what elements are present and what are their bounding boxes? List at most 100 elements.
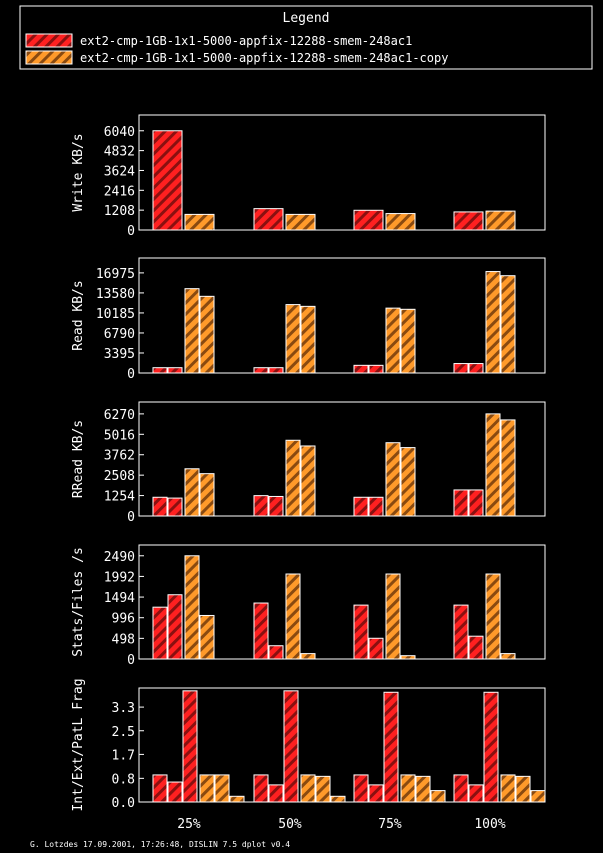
bar-series-2	[500, 653, 516, 660]
y-axis-label: Write KB/s	[71, 133, 86, 211]
bar-series-2	[400, 308, 416, 374]
y-tick-label: 0	[127, 224, 135, 239]
y-tick-label: 0	[127, 367, 135, 382]
bar-series-2	[199, 614, 215, 660]
legend-swatch-series-2	[25, 50, 73, 65]
bar-series-1	[268, 784, 284, 803]
bar-series-2	[385, 573, 401, 660]
plot-frame	[138, 114, 546, 231]
y-tick-label: 3762	[104, 449, 135, 464]
bar-series-2	[214, 774, 230, 803]
x-category-label: 25%	[177, 817, 201, 832]
y-tick-label: 3395	[104, 347, 135, 362]
y-tick-label: 6040	[104, 125, 135, 140]
bar-series-2	[199, 473, 215, 517]
bar-series-1	[167, 497, 183, 517]
bar-series-2	[300, 445, 316, 517]
bar-series-1	[283, 690, 299, 803]
legend-swatch-series-1	[25, 33, 73, 48]
panel-5: 0.0 0.8 1.7 2.5 3.3 Int/Ext/PatL Frag	[71, 678, 546, 812]
bar-series-2	[400, 655, 416, 660]
bar-series-1	[152, 774, 168, 803]
plot-frame	[138, 257, 546, 374]
bar-series-2	[300, 305, 316, 374]
y-axis-label: Int/Ext/PatL Frag	[71, 678, 86, 811]
y-tick-label: 3624	[104, 164, 135, 179]
bar-series-2	[300, 653, 316, 660]
bar-series-2	[500, 774, 516, 803]
bar-series-2	[229, 795, 245, 803]
bar-series-1	[368, 784, 384, 803]
bar-series-2	[184, 468, 200, 517]
panel-4: 0 498 996 1494 1992 2490 Stats/Files /s	[71, 544, 546, 668]
y-tick-label: 0	[127, 653, 135, 668]
bar-series-1	[167, 594, 183, 660]
bar-series-1	[453, 489, 469, 517]
panel-2: 0 3395 6790 10185 13580 16975 Read KB/s	[71, 257, 546, 382]
chart-panels: 0 1208 2416 3624 4832 6040 Write KB/s 0 3395 6790…	[71, 114, 546, 812]
bar-series-2	[300, 774, 316, 803]
bar-series-1	[383, 691, 399, 803]
bar-series-1	[483, 691, 499, 803]
bar-series-2	[500, 419, 516, 517]
bar-series-1	[167, 367, 183, 374]
bar-series-2	[400, 774, 416, 803]
bar-series-2	[385, 213, 416, 231]
bar-series-1	[453, 363, 469, 374]
y-axis-label: Stats/Files /s	[71, 547, 86, 657]
bar-series-1	[152, 496, 168, 517]
y-tick-label: 13580	[96, 287, 135, 302]
plot-frame	[138, 544, 546, 660]
bar-series-1	[353, 774, 369, 803]
y-tick-label: 0.8	[112, 772, 135, 787]
bar-series-1	[167, 781, 183, 803]
y-tick-label: 10185	[96, 307, 135, 322]
bar-series-1	[453, 774, 469, 803]
bar-series-1	[468, 635, 484, 660]
bar-series-2	[285, 304, 301, 374]
footer-credit: G. Lotzdes 17.09.2001, 17:26:48, DISLIN …	[30, 840, 290, 849]
bar-series-1	[152, 606, 168, 660]
legend-title: Legend	[283, 11, 330, 26]
x-category-label: 100%	[474, 817, 505, 832]
y-tick-label: 1992	[104, 570, 135, 585]
y-tick-label: 2490	[104, 550, 135, 565]
bar-series-1	[152, 130, 183, 231]
bar-series-2	[500, 275, 516, 374]
bar-series-2	[385, 442, 401, 517]
bar-series-1	[268, 645, 284, 660]
bar-series-2	[199, 295, 215, 374]
y-tick-label: 1208	[104, 204, 135, 219]
bar-series-1	[468, 363, 484, 374]
plot-frame	[138, 401, 546, 517]
y-tick-label: 2508	[104, 469, 135, 484]
bar-series-2	[330, 795, 346, 803]
y-tick-label: 1254	[104, 490, 135, 505]
legend-label-series-2: ext2-cmp-1GB-1x1-5000-appfix-12288-smem-…	[80, 51, 448, 65]
bar-series-2	[430, 790, 446, 803]
y-tick-label: 498	[112, 632, 135, 647]
bar-series-1	[368, 496, 384, 517]
bar-series-2	[530, 790, 546, 803]
bar-series-1	[368, 637, 384, 660]
bar-series-1	[468, 784, 484, 803]
bar-series-2	[485, 413, 501, 517]
y-tick-label: 6270	[104, 408, 135, 423]
bar-series-1	[182, 690, 198, 803]
bar-series-2	[315, 775, 331, 803]
bar-series-2	[415, 775, 431, 803]
y-tick-label: 0	[127, 510, 135, 525]
y-tick-label: 0.0	[112, 796, 135, 811]
bar-series-1	[253, 602, 269, 660]
bar-series-1	[253, 367, 269, 374]
bar-series-1	[368, 364, 384, 374]
x-category-label: 75%	[378, 817, 402, 832]
bar-series-1	[268, 367, 284, 374]
bar-series-2	[184, 213, 215, 231]
y-axis-label: Read KB/s	[71, 280, 86, 350]
bar-series-1	[253, 208, 284, 231]
bar-series-2	[485, 271, 501, 374]
bar-series-1	[353, 364, 369, 374]
y-tick-label: 2.5	[112, 725, 135, 740]
